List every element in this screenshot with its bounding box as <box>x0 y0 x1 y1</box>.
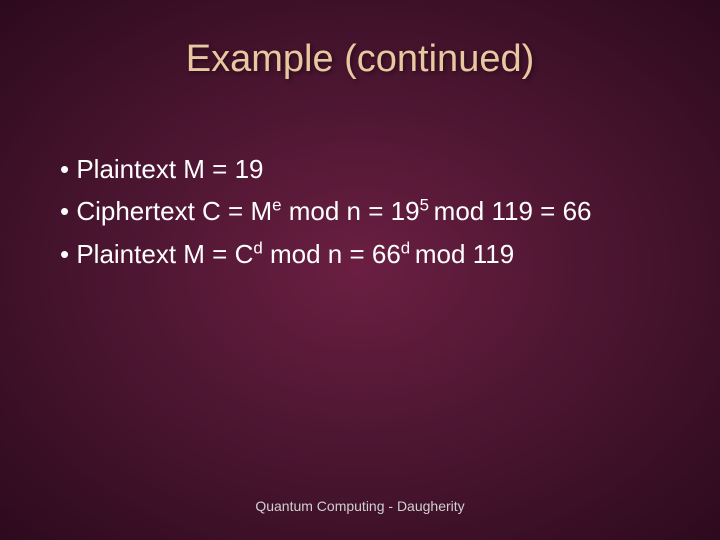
slide-title: Example (continued) <box>0 0 720 81</box>
bullet-2-pre: Ciphertext C = M <box>76 196 272 226</box>
bullet-2-exp-5: 5 <box>420 196 434 215</box>
bullet-1: Plaintext M = 19 <box>60 151 670 187</box>
bullet-1-value: 19 <box>235 154 264 184</box>
bullet-2-base: 19 <box>391 196 420 226</box>
bullet-2-modulus: 119 <box>491 196 532 226</box>
bullet-3-exp-d1: d <box>253 238 262 257</box>
bullet-3-mid1: mod n = <box>263 239 372 269</box>
slide-footer: Quantum Computing - Daugherity <box>0 498 720 514</box>
bullet-3-base: 66 <box>372 239 401 269</box>
slide-content: Plaintext M = 19 Ciphertext C = Me mod n… <box>0 81 720 272</box>
bullet-2-mid2: mod <box>434 196 492 226</box>
bullet-3-pre: Plaintext M = C <box>76 239 253 269</box>
bullet-2-mid1: mod n = <box>282 196 391 226</box>
bullet-3-modulus: 119 <box>473 239 514 269</box>
bullet-1-text: Plaintext M = <box>76 154 234 184</box>
bullet-3-mid2: mod <box>415 239 473 269</box>
bullet-2: Ciphertext C = Me mod n = 195 mod 119 = … <box>60 193 670 229</box>
bullet-2-result: 66 <box>563 196 592 226</box>
bullet-3-exp-d2: d <box>401 238 415 257</box>
bullet-3: Plaintext M = Cd mod n = 66d mod 119 <box>60 236 670 272</box>
bullet-2-exp-e: e <box>272 196 281 215</box>
bullet-2-eq: = <box>533 196 563 226</box>
